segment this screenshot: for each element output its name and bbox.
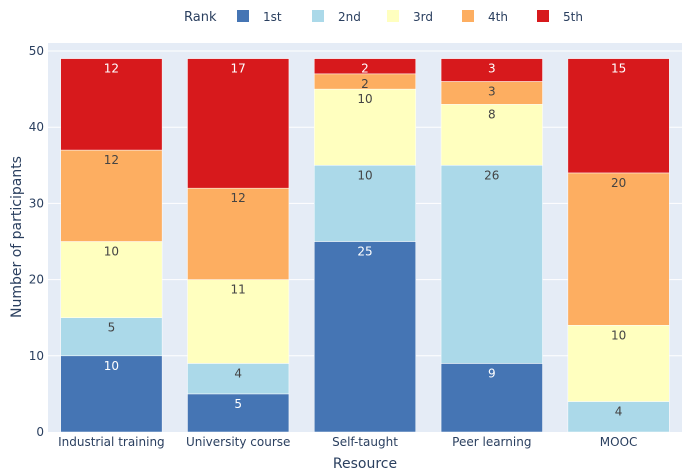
- legend[interactable]: Rank 1st 2nd 3rd 4th 5th: [184, 10, 583, 25]
- bar-segment[interactable]: [187, 393, 290, 433]
- bar-value-label: 26: [484, 168, 499, 182]
- bar-value-label: 4: [615, 405, 623, 419]
- bar-value-label: 25: [357, 245, 372, 259]
- y-tick-label: 30: [29, 196, 44, 210]
- x-tick-label: MOOC: [600, 435, 638, 449]
- bar-value-label: 3: [488, 84, 496, 98]
- bar-value-label: 20: [611, 176, 626, 190]
- bar-segment[interactable]: [567, 401, 670, 433]
- legend-item-label: 1st: [263, 10, 282, 24]
- bar-value-label: 4: [234, 366, 242, 380]
- y-tick-label: 0: [36, 425, 44, 439]
- y-tick-label: 40: [29, 120, 44, 134]
- x-tick-label: Peer learning: [452, 435, 531, 449]
- bar-value-label: 12: [231, 191, 246, 205]
- bar-segment[interactable]: [567, 58, 670, 174]
- x-axis-label: Resource: [333, 456, 397, 471]
- bar-segment[interactable]: [567, 325, 670, 402]
- bar-value-label: 12: [104, 62, 119, 76]
- y-tick-label: 50: [29, 44, 44, 58]
- bar-value-label: 10: [104, 245, 119, 259]
- bar-segment[interactable]: [440, 165, 543, 364]
- bar-segment[interactable]: [187, 58, 290, 189]
- bar-value-label: 3: [488, 62, 496, 76]
- x-tick-label: Self-taught: [332, 435, 398, 449]
- y-tick-label: 10: [29, 349, 44, 363]
- legend-swatch: [462, 10, 474, 22]
- bar-value-label: 8: [488, 107, 496, 121]
- bar-value-label: 5: [108, 321, 116, 335]
- bar-value-label: 2: [361, 62, 369, 76]
- bar-value-label: 10: [357, 92, 372, 106]
- legend-swatch: [387, 10, 399, 22]
- bar-segment[interactable]: [567, 172, 670, 326]
- bar-value-label: 10: [611, 328, 626, 342]
- bar-segment[interactable]: [187, 187, 290, 280]
- bar-value-label: 5: [234, 397, 242, 411]
- bar-segment[interactable]: [60, 317, 163, 357]
- x-tick-label: Industrial training: [58, 435, 165, 449]
- y-axis-label: Number of participants: [9, 156, 25, 318]
- legend-swatch: [237, 10, 249, 22]
- x-tick-label: University course: [186, 435, 290, 449]
- bar-value-label: 17: [231, 62, 246, 76]
- bar-segment[interactable]: [314, 88, 416, 166]
- bar-value-label: 12: [104, 153, 119, 167]
- x-axis-ticks: Industrial training University course Self…: [58, 435, 637, 449]
- legend-swatch: [537, 10, 549, 22]
- legend-item-label: 4th: [488, 10, 508, 24]
- bar-segment[interactable]: [187, 279, 290, 364]
- bar-value-label: 15: [611, 62, 626, 76]
- bar-segment[interactable]: [60, 355, 163, 433]
- y-axis-ticks: 0 10 20 30 40 50: [29, 44, 44, 439]
- legend-title: Rank: [184, 10, 217, 25]
- bar-segment[interactable]: [314, 165, 416, 242]
- bar-value-label: 10: [357, 168, 372, 182]
- bar-segment[interactable]: [60, 241, 163, 318]
- bar-value-label: 2: [361, 77, 369, 91]
- bar-value-label: 9: [488, 366, 496, 380]
- bar-segment[interactable]: [60, 58, 163, 151]
- legend-item-label: 5th: [563, 10, 583, 24]
- legend-item-label: 2nd: [338, 10, 361, 24]
- y-tick-label: 20: [29, 273, 44, 287]
- bar-segment[interactable]: [440, 58, 543, 82]
- legend-item-label: 3rd: [413, 10, 433, 24]
- bar-segment[interactable]: [440, 363, 543, 433]
- legend-swatch: [312, 10, 324, 22]
- bar-segment[interactable]: [60, 149, 163, 242]
- bar-value-label: 11: [231, 283, 246, 297]
- bar-segment[interactable]: [314, 241, 416, 433]
- bar-segment[interactable]: [440, 104, 543, 166]
- bar-segment[interactable]: [314, 58, 416, 75]
- bar-value-label: 10: [104, 359, 119, 373]
